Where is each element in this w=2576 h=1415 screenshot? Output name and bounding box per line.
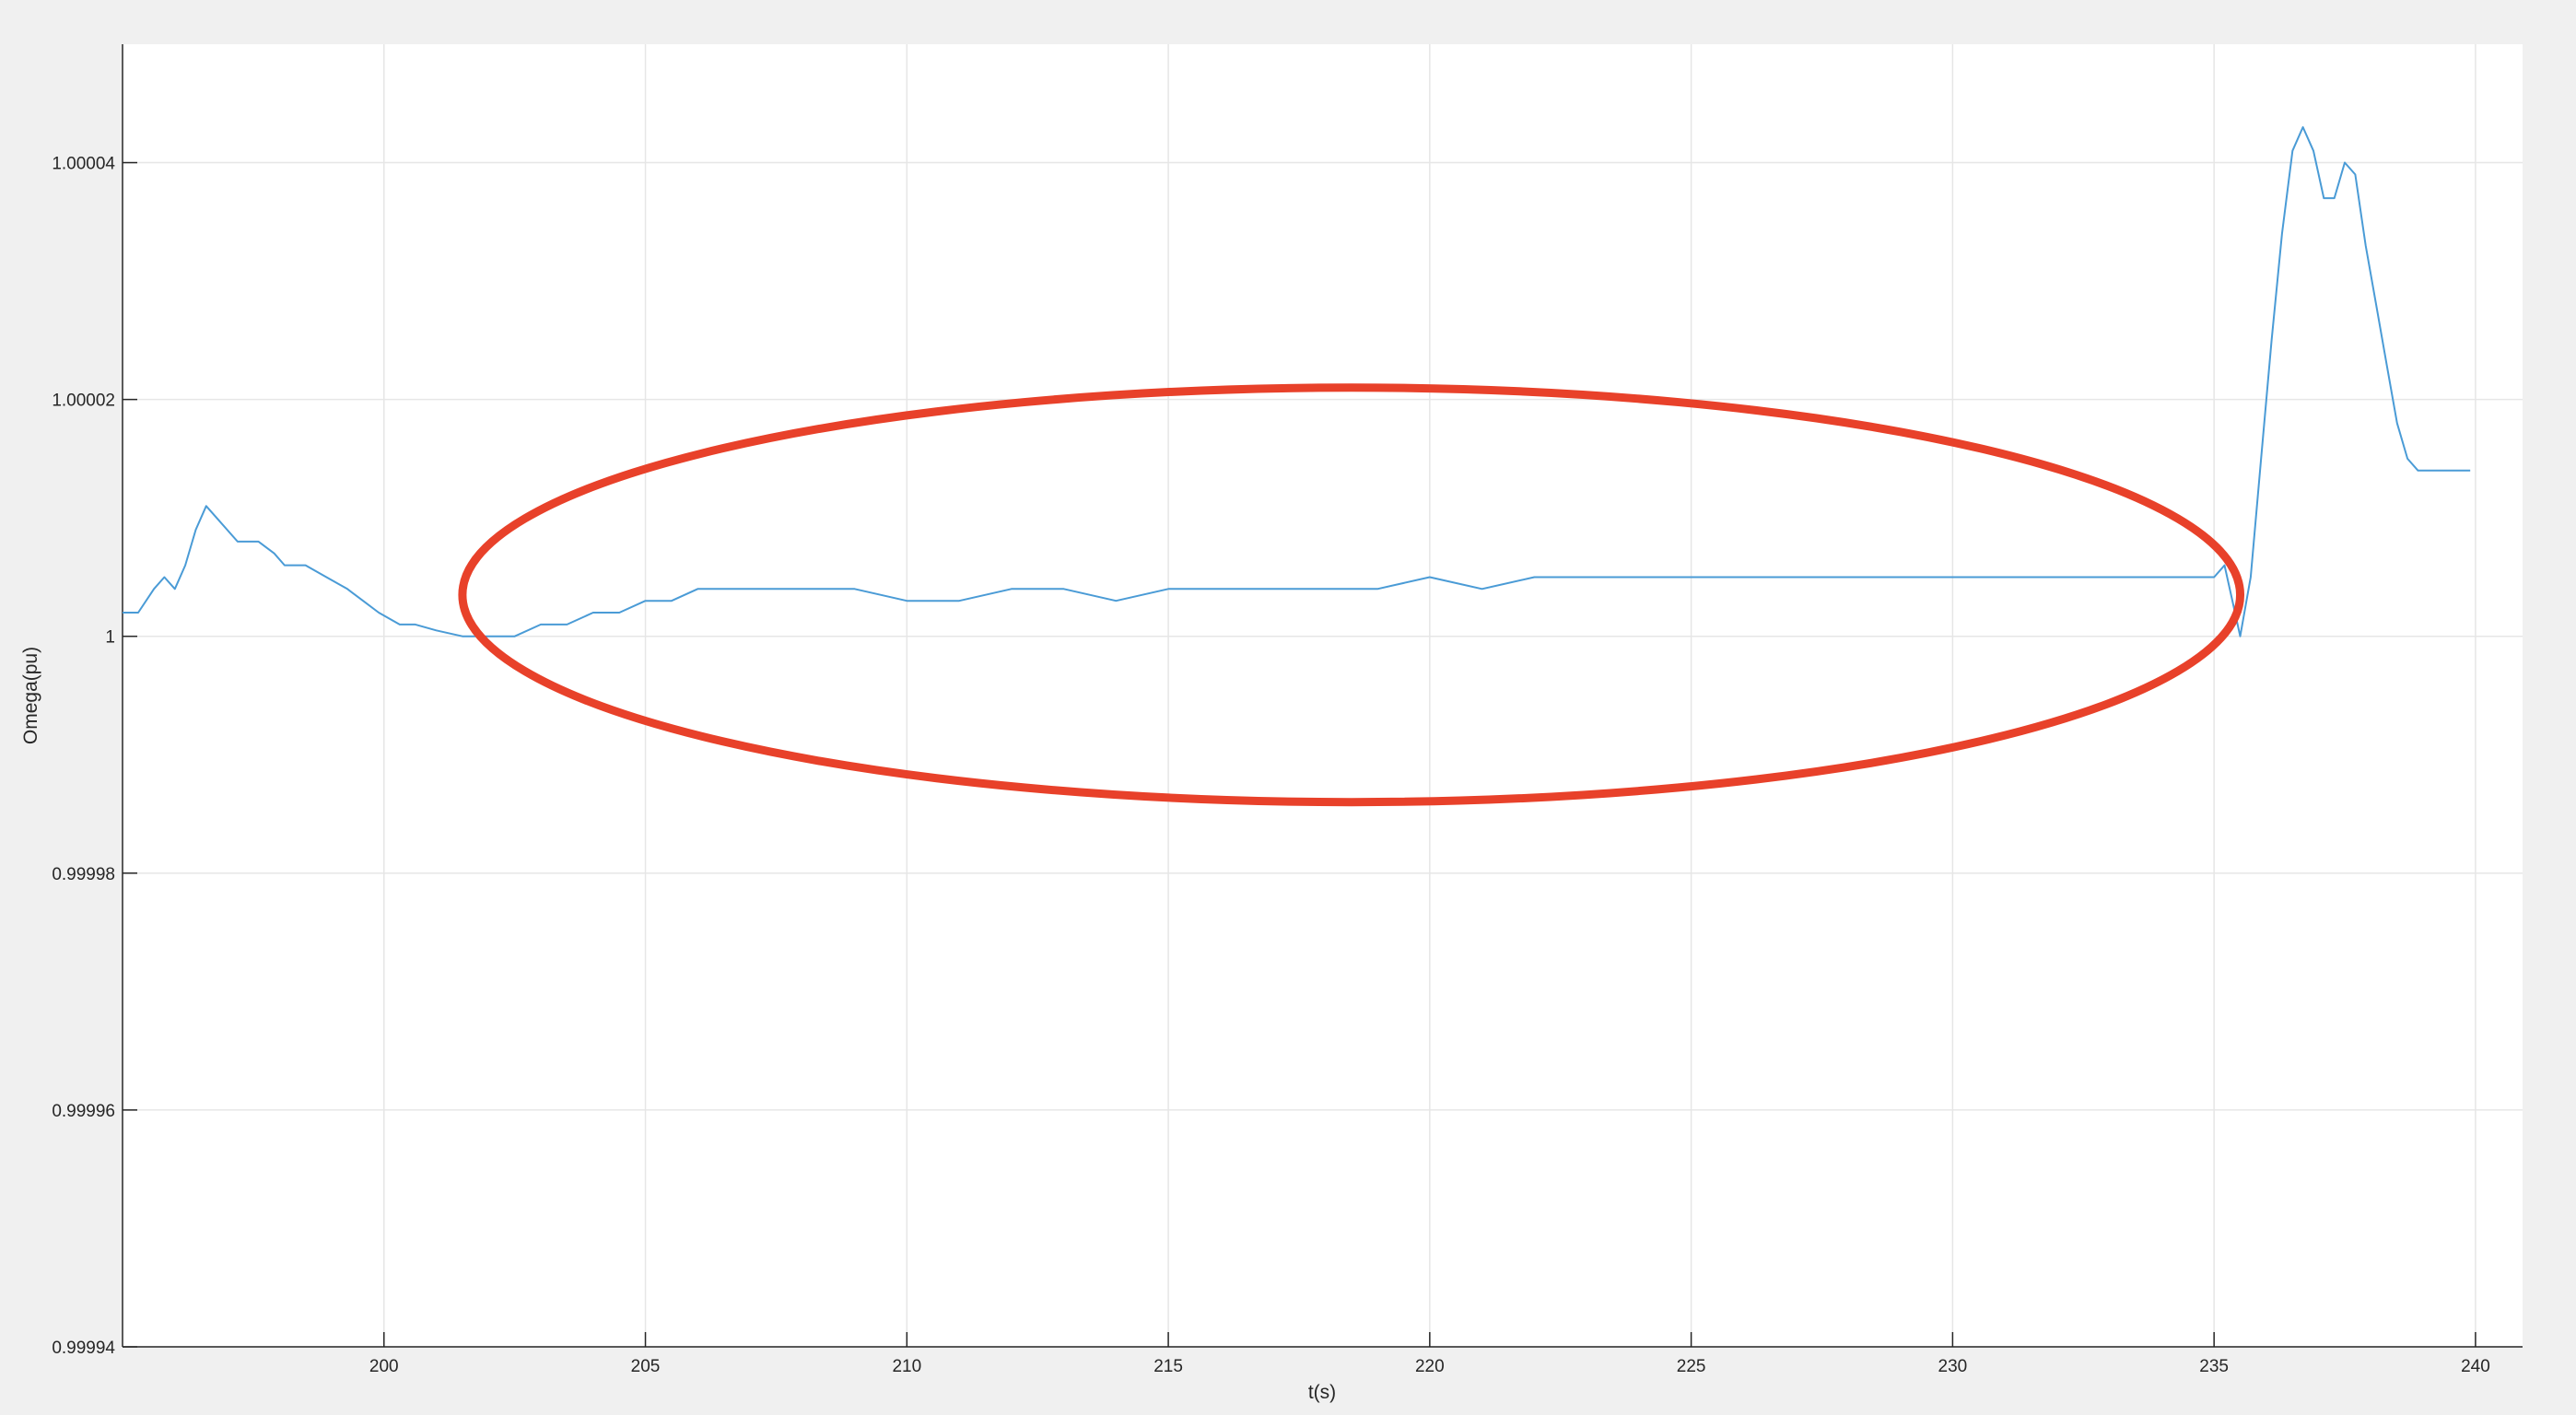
y-tick-label: 1.00002 xyxy=(52,392,115,411)
y-tick-label: 0.99994 xyxy=(52,1339,115,1358)
y-tick-label: 0.99998 xyxy=(52,865,115,884)
annotation-layer xyxy=(458,383,2245,807)
x-tick-label: 215 xyxy=(1153,1357,1183,1376)
x-tick-label: 230 xyxy=(1938,1357,1968,1376)
x-tick-label: 225 xyxy=(1677,1357,1706,1376)
x-tick-label: 235 xyxy=(2199,1357,2229,1376)
y-tick-labels: 0.99994 0.99996 0.99998 1 1.00002 1.00004 xyxy=(52,155,115,1358)
x-tick-label: 200 xyxy=(369,1357,399,1376)
plot-area xyxy=(123,44,2523,1347)
x-axis-label: t(s) xyxy=(1308,1382,1336,1403)
axes xyxy=(122,44,2523,1348)
y-tick-label: 0.99996 xyxy=(52,1102,115,1121)
series-lines xyxy=(123,126,2471,637)
x-tick-labels: 200 205 210 215 220 225 230 235 240 xyxy=(369,1357,2490,1376)
x-tick-label: 210 xyxy=(892,1357,921,1376)
x-tick-label: 205 xyxy=(631,1357,661,1376)
y-tick-label: 1 xyxy=(105,628,115,648)
series-line xyxy=(123,126,2471,637)
highlight-ellipse xyxy=(458,383,2245,807)
y-tick-label: 1.00004 xyxy=(52,155,115,174)
x-tick-label: 240 xyxy=(2461,1357,2490,1376)
y-axis-label: Omega(pu) xyxy=(20,647,41,744)
x-tick-label: 220 xyxy=(1415,1357,1445,1376)
